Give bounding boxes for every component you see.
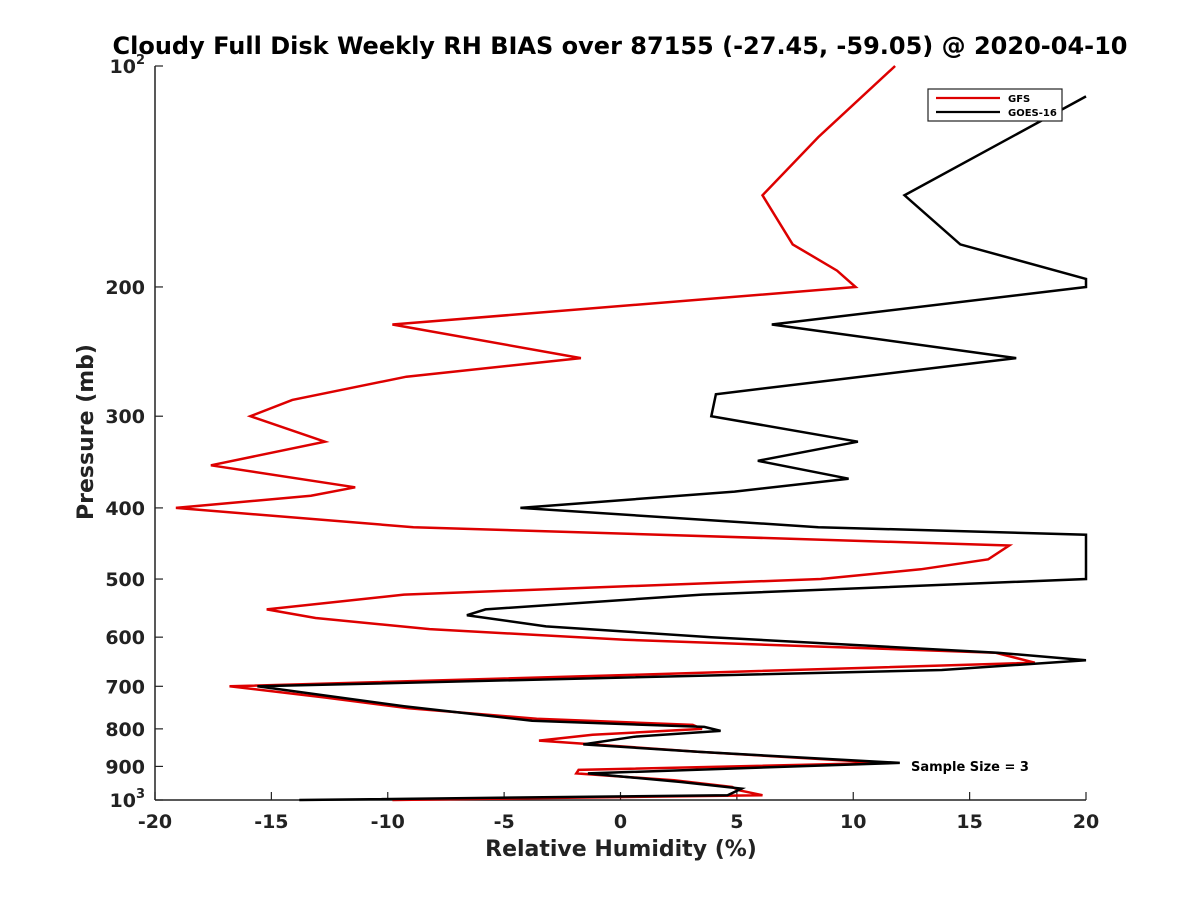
- y-tick-label: 400: [105, 498, 145, 520]
- y-tick-label: 700: [105, 676, 145, 698]
- legend-label: GFS: [1008, 94, 1030, 105]
- y-tick-label: 500: [105, 569, 145, 591]
- legend-box: [927, 88, 1063, 122]
- series-layer: [175, 65, 1088, 802]
- x-tick-label: 15: [956, 811, 982, 833]
- y-tick-label: 102: [110, 53, 146, 78]
- legend-label: GOES-16: [1008, 108, 1057, 119]
- x-tick-label: -10: [371, 811, 405, 833]
- legend: GFS GOES-16: [927, 88, 1063, 122]
- x-tick-label: 0: [614, 811, 627, 833]
- x-tick-label: -15: [254, 811, 288, 833]
- x-axis-label: Relative Humidity (%): [485, 837, 757, 862]
- chart-title: Cloudy Full Disk Weekly RH BIAS over 871…: [113, 32, 1128, 60]
- series-line-gfs: [175, 65, 1036, 802]
- x-tick-label: 10: [840, 811, 866, 833]
- x-axis-ticks: -20 -15 -10 -5 0 5 10 15 20: [138, 792, 1099, 833]
- y-tick-label: 800: [105, 719, 145, 741]
- x-tick-label: 20: [1073, 811, 1099, 833]
- sample-size-annotation: Sample Size = 3: [911, 760, 1029, 775]
- y-axis-ticks: 102 200 300 400 500 600 700 800 900 103: [105, 53, 163, 812]
- plot-area: [154, 66, 1086, 801]
- y-tick-label: 900: [105, 756, 145, 778]
- x-tick-label: -5: [494, 811, 515, 833]
- series-line-goes-16: [257, 95, 1088, 802]
- y-tick-label: 300: [105, 406, 145, 428]
- y-tick-label: 103: [110, 787, 146, 812]
- x-tick-label: 5: [730, 811, 743, 833]
- y-axis-label: Pressure (mb): [74, 344, 99, 520]
- x-tick-label: -20: [138, 811, 172, 833]
- y-tick-label: 600: [105, 627, 145, 649]
- y-tick-label: 200: [105, 277, 145, 299]
